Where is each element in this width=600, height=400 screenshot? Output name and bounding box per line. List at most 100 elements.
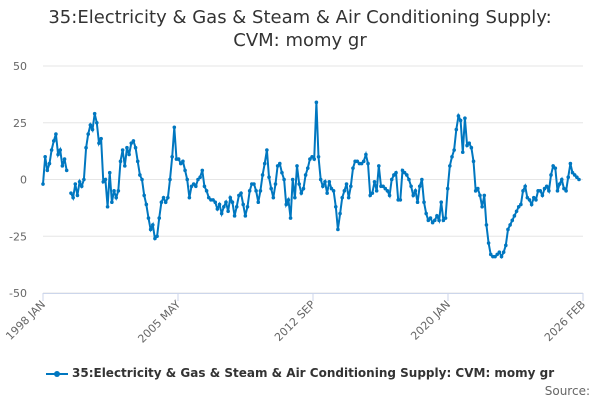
data-point: [400, 168, 405, 173]
data-point: [443, 216, 448, 220]
data-point: [146, 216, 151, 220]
data-point: [290, 177, 295, 182]
data-point: [512, 214, 517, 218]
chart-title-line1: 35:Electricity & Gas & Steam & Air Condi…: [48, 7, 552, 28]
data-point: [510, 218, 515, 223]
data-point: [559, 177, 564, 182]
data-point: [456, 114, 461, 118]
data-point: [131, 139, 136, 143]
data-point: [349, 184, 353, 189]
data-point: [148, 227, 153, 232]
data-point: [265, 148, 269, 152]
data-point: [60, 164, 65, 168]
data-point: [202, 184, 207, 189]
data-point: [549, 173, 553, 177]
data-point: [504, 243, 508, 248]
data-point: [327, 179, 332, 184]
data-point: [194, 184, 198, 189]
data-point: [262, 161, 267, 166]
data-point: [232, 214, 237, 218]
y-tick-label: 25: [13, 117, 27, 130]
data-point: [454, 127, 459, 132]
data-point: [224, 200, 228, 204]
data-point: [133, 145, 138, 150]
data-point: [551, 164, 555, 168]
data-point: [538, 189, 543, 193]
data-point: [450, 155, 454, 159]
data-point: [90, 127, 95, 132]
data-point: [308, 157, 312, 161]
data-point: [176, 157, 181, 161]
data-point: [155, 234, 159, 239]
data-point: [168, 177, 172, 182]
data-point: [377, 164, 381, 168]
data-point: [331, 189, 336, 193]
data-point: [79, 184, 84, 189]
data-point: [303, 173, 308, 177]
data-point: [211, 198, 215, 202]
data-point: [486, 241, 491, 245]
data-point: [305, 166, 310, 170]
data-point: [142, 193, 146, 198]
data-point: [432, 218, 437, 223]
data-point: [566, 175, 571, 180]
data-point: [88, 123, 93, 127]
data-point: [364, 152, 368, 157]
y-tick-label: 0: [20, 174, 27, 187]
data-point: [293, 195, 297, 200]
data-point: [135, 159, 140, 164]
data-point: [64, 168, 69, 173]
data-point: [54, 132, 58, 136]
data-point: [75, 193, 80, 198]
data-point: [299, 191, 304, 195]
data-point: [228, 195, 233, 200]
data-point: [417, 184, 422, 189]
data-point: [82, 177, 86, 182]
data-point: [297, 182, 301, 186]
data-point: [172, 125, 177, 130]
data-point: [280, 170, 284, 175]
data-point: [288, 216, 293, 220]
data-point: [258, 189, 263, 193]
data-point: [547, 189, 551, 193]
data-point: [178, 161, 183, 166]
data-point: [301, 186, 306, 191]
data-point: [95, 120, 99, 125]
legend-item[interactable]: 35:Electricity & Gas & Steam & Air Condi…: [0, 366, 600, 380]
data-point: [239, 191, 243, 195]
data-point: [217, 202, 222, 207]
data-point: [252, 182, 256, 186]
data-point: [484, 223, 489, 227]
data-point: [77, 179, 82, 184]
data-point: [495, 252, 500, 257]
data-point: [275, 164, 280, 168]
data-point: [342, 189, 347, 193]
data-point: [107, 170, 112, 175]
data-point: [295, 164, 299, 168]
data-point: [163, 200, 168, 204]
data-point: [200, 168, 205, 173]
data-point: [316, 155, 321, 159]
data-point: [150, 223, 155, 227]
data-point: [226, 209, 230, 214]
data-point: [222, 204, 226, 209]
data-point: [92, 111, 97, 116]
data-point: [105, 204, 110, 209]
data-point: [531, 195, 536, 200]
data-point: [234, 204, 239, 209]
data-point: [488, 252, 493, 257]
data-point: [346, 195, 351, 200]
data-point: [519, 202, 523, 207]
data-point: [314, 100, 319, 105]
data-point: [189, 184, 194, 189]
data-point: [71, 195, 75, 200]
data-point: [51, 139, 56, 143]
data-point: [329, 186, 334, 191]
data-point: [273, 182, 278, 186]
data-point: [557, 182, 562, 186]
data-point: [116, 189, 121, 193]
data-point: [529, 202, 534, 207]
data-point: [420, 177, 424, 182]
data-point: [389, 177, 394, 182]
legend-line-marker-icon: [45, 370, 68, 377]
